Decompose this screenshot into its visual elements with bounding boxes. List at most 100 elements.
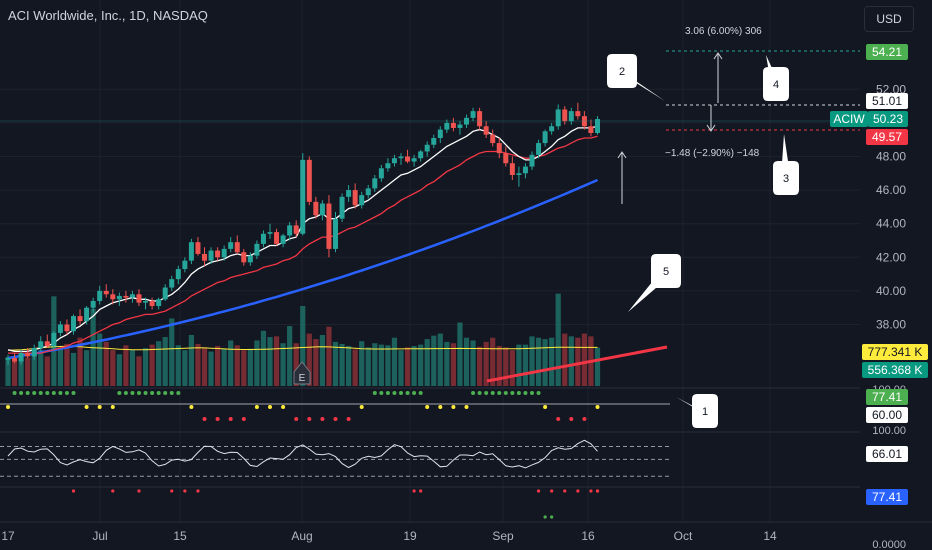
- candle-body: [234, 242, 240, 253]
- measure-up-label: 3.06 (6.00%) 306: [685, 26, 762, 37]
- osc1-dot: [510, 391, 515, 395]
- volume-bar: [77, 337, 83, 386]
- time-tick-label: Aug: [291, 529, 312, 543]
- osc1-dot: [6, 405, 10, 409]
- volume-bar: [477, 346, 483, 386]
- candle-body: [365, 188, 371, 196]
- osc1-level-tag-bg: [866, 407, 908, 423]
- volume-bar: [385, 345, 391, 386]
- osc1-dot: [425, 405, 430, 409]
- level-high-tag: 51.01: [872, 94, 902, 108]
- osc3-bottom-label: 0.0000: [872, 539, 906, 550]
- time-tick-label: 16: [581, 529, 595, 543]
- target-high-tag-bg: [866, 44, 908, 60]
- osc3-dot: [71, 489, 76, 493]
- candle-body: [313, 201, 319, 216]
- osc3-dot: [550, 515, 554, 519]
- volume-bar: [581, 333, 587, 386]
- osc1-dot: [405, 391, 410, 395]
- currency-selector[interactable]: USD: [864, 6, 914, 32]
- volume-bar: [444, 341, 450, 386]
- osc1-dot: [84, 405, 89, 409]
- volume-bar: [267, 337, 273, 386]
- candle-body: [588, 126, 594, 133]
- volume-bar: [280, 343, 286, 386]
- osc1-dot: [156, 391, 161, 395]
- osc1-dot: [412, 391, 417, 395]
- price-tick-label: 44.00: [876, 217, 906, 231]
- candle-body: [31, 348, 37, 357]
- candle-body: [431, 138, 437, 145]
- candle-body: [64, 324, 70, 332]
- volume-bar: [509, 350, 515, 386]
- volume-bar: [503, 347, 509, 386]
- osc2-top-label: 100.00: [872, 425, 906, 437]
- candle-body: [129, 294, 135, 298]
- candle-body: [477, 111, 483, 127]
- osc3-dot: [576, 489, 580, 493]
- candle-body: [162, 287, 168, 300]
- osc1-dot: [484, 391, 489, 395]
- volume-bar: [300, 306, 306, 386]
- osc1-dot: [123, 391, 128, 395]
- candle-body: [595, 119, 600, 133]
- callout-4: 4: [763, 55, 789, 101]
- volume-bar: [103, 341, 109, 386]
- volume-bar: [496, 346, 502, 386]
- osc1-dot: [64, 391, 69, 395]
- time-tick-label: 14: [763, 529, 777, 543]
- volume-bar: [149, 344, 155, 386]
- candle-body: [221, 248, 227, 258]
- volume-bar: [470, 340, 476, 386]
- candle-body: [450, 122, 456, 128]
- candle-body: [260, 233, 266, 244]
- volume-bar: [208, 351, 214, 386]
- measure-up-arrow-head: [713, 52, 723, 60]
- volume-bar: [483, 341, 489, 386]
- measure-down-arrow-head: [706, 124, 716, 132]
- time-tick-label: 15: [173, 529, 187, 543]
- candle-body: [274, 232, 280, 244]
- volume-bar: [38, 350, 44, 386]
- volume-bar: [463, 337, 470, 386]
- candle-body: [156, 299, 162, 307]
- volume-bar: [273, 336, 280, 386]
- volume-bar: [411, 346, 417, 386]
- osc1-dot: [189, 405, 194, 409]
- volume-bar: [490, 337, 496, 386]
- long-sma-line: [7, 178, 599, 360]
- osc1-dot: [215, 417, 220, 421]
- candle-body: [169, 279, 175, 288]
- osc1-dot: [464, 405, 469, 409]
- volume-bar: [260, 330, 267, 386]
- candle-body: [182, 260, 188, 270]
- candle-body: [38, 341, 44, 349]
- candle-body: [5, 358, 11, 360]
- osc2-value-tag: 66.01: [872, 447, 902, 461]
- volume-bar: [129, 350, 136, 386]
- candle-body: [516, 173, 522, 175]
- candle-body: [568, 111, 574, 122]
- candle-body: [241, 252, 247, 263]
- osc3-dot: [550, 489, 554, 493]
- volume-bar: [84, 350, 90, 386]
- candle-body: [333, 218, 338, 249]
- osc3-dot: [419, 489, 423, 493]
- candle-body: [575, 111, 581, 117]
- candle-body: [202, 253, 207, 261]
- volume-bar: [450, 343, 456, 386]
- time-tick-label: 17: [1, 529, 15, 543]
- osc1-dot: [569, 417, 574, 421]
- osc1-dot: [169, 391, 174, 395]
- candle-body: [77, 316, 83, 322]
- candle-body: [188, 242, 194, 261]
- last-price-tag: 50.23: [873, 112, 903, 126]
- osc1-dot: [582, 417, 587, 421]
- candle-body: [300, 159, 306, 234]
- volume-bar: [562, 333, 568, 386]
- osc1-dot: [268, 405, 272, 409]
- candle-body: [18, 353, 24, 362]
- osc1-dot: [254, 405, 259, 409]
- volume-bar: [522, 344, 529, 386]
